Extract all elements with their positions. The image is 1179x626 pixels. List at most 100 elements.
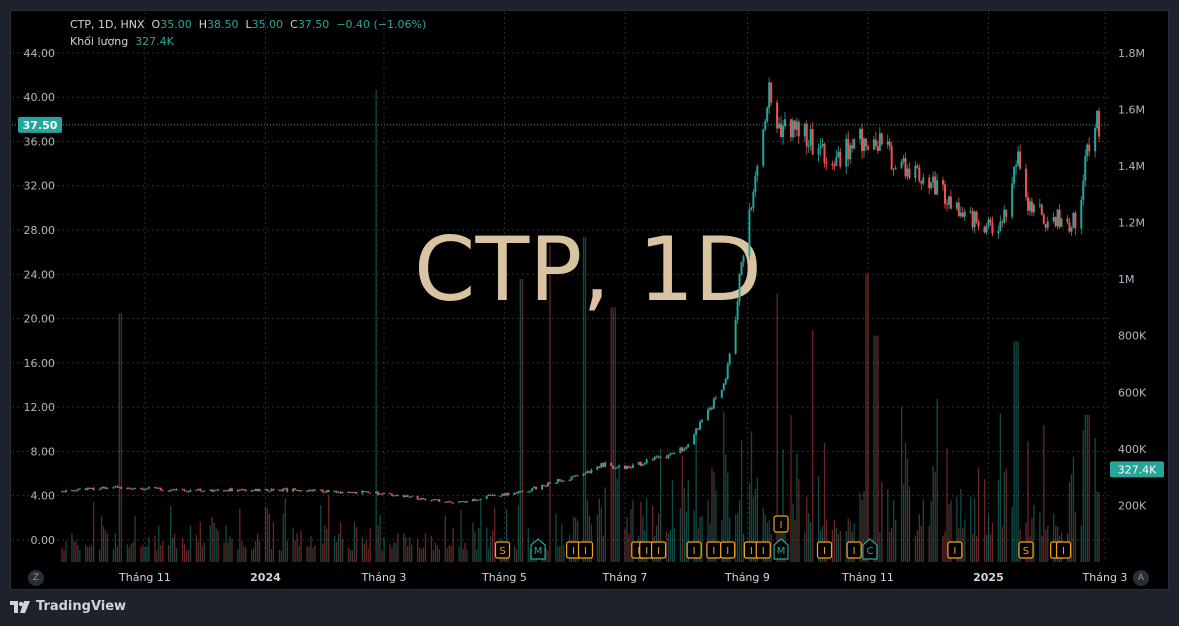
- volume-bar: [1001, 526, 1003, 562]
- candle-body: [382, 493, 385, 495]
- candle-body: [145, 488, 148, 490]
- candle-body: [864, 138, 867, 147]
- candle-body: [627, 466, 630, 468]
- high-label: H: [198, 18, 207, 31]
- time-axis: Tháng 11 2024 Tháng 3 Tháng 5 Tháng 7 Tháng 9…: [118, 571, 1127, 584]
- volume-bar: [296, 533, 298, 562]
- candle-body: [369, 492, 372, 494]
- volume-bar: [114, 533, 117, 562]
- volume-bar: [916, 530, 919, 562]
- candle-body: [853, 139, 856, 149]
- volume-bar: [298, 545, 300, 562]
- candle-body: [776, 102, 779, 129]
- volume-bar: [118, 313, 120, 562]
- candle-body: [134, 488, 137, 490]
- candle-body: [272, 489, 275, 491]
- volume-bar: [618, 466, 620, 562]
- volume-bar: [460, 509, 462, 562]
- candle-body: [118, 486, 121, 488]
- volume-bar: [1039, 511, 1041, 562]
- volume-bar: [754, 489, 757, 562]
- event-marker[interactable]: M: [773, 538, 789, 560]
- event-marker[interactable]: S: [494, 541, 511, 559]
- candle-body: [392, 495, 395, 497]
- chart-frame[interactable]: [10, 10, 1169, 590]
- event-marker[interactable]: I: [720, 541, 736, 559]
- volume-bar: [474, 531, 476, 562]
- event-marker[interactable]: I: [773, 515, 789, 533]
- candle-body: [562, 480, 565, 482]
- volume-bar: [369, 528, 371, 562]
- event-marker-label: I: [584, 546, 587, 557]
- candle-body: [1058, 209, 1061, 227]
- candle-body: [963, 211, 966, 217]
- volume-bar: [833, 520, 836, 562]
- volume-bar: [223, 542, 225, 562]
- zoom-button[interactable]: Z: [28, 570, 44, 586]
- candle-body: [616, 467, 619, 469]
- brand-footer[interactable]: TradingView: [10, 599, 126, 614]
- candle-body: [112, 487, 115, 489]
- symbol-label[interactable]: CTP, 1D, HNX: [70, 18, 145, 31]
- candles: [61, 77, 1101, 504]
- volume-bar: [790, 415, 792, 562]
- candle-body: [418, 499, 421, 501]
- event-marker[interactable]: C: [862, 538, 878, 560]
- volume-bar: [173, 533, 176, 562]
- event-marker[interactable]: I: [706, 541, 722, 559]
- event-marker[interactable]: I: [755, 541, 771, 559]
- volume-bar: [407, 545, 409, 562]
- event-marker-label: I: [780, 520, 783, 531]
- volume-label[interactable]: Khối lượng: [70, 35, 129, 48]
- volume-bar: [1080, 524, 1082, 562]
- volume-bar: [877, 335, 879, 562]
- event-marker[interactable]: S: [1018, 541, 1034, 559]
- candle-body: [309, 490, 312, 492]
- event-marker[interactable]: I: [1055, 541, 1072, 559]
- event-marker[interactable]: I: [639, 541, 655, 559]
- event-marker-label: S: [499, 546, 505, 557]
- tradingview-logo-icon: [10, 600, 30, 613]
- candle-body: [568, 479, 571, 481]
- candle-body: [928, 177, 931, 189]
- volume-bar: [132, 542, 134, 562]
- volume-bar: [154, 535, 156, 562]
- volume-bar: [201, 545, 203, 562]
- price-tick-label: 28.00: [24, 224, 56, 237]
- volume-bar: [970, 496, 972, 562]
- volume-bar: [657, 513, 660, 562]
- event-marker[interactable]: I: [577, 541, 594, 559]
- event-marker[interactable]: I: [686, 541, 702, 559]
- candle-body: [710, 407, 713, 409]
- volume-bar: [185, 550, 188, 562]
- candle-body: [618, 465, 621, 468]
- volume-value: 327.4K: [135, 35, 174, 48]
- candle-body: [722, 383, 725, 391]
- candle-body: [863, 138, 866, 152]
- candle-body: [268, 491, 271, 493]
- price-badge: [18, 116, 62, 133]
- event-marker[interactable]: I: [846, 541, 862, 559]
- volume-bar: [687, 479, 689, 562]
- candle-body: [353, 491, 356, 493]
- candle-body: [1030, 201, 1033, 213]
- candle-body: [390, 493, 393, 496]
- auto-scale-button[interactable]: A: [1133, 570, 1149, 586]
- volume-bar: [126, 544, 128, 562]
- event-marker[interactable]: I: [650, 541, 667, 559]
- event-marker[interactable]: M: [530, 538, 546, 560]
- candle-body: [669, 453, 672, 455]
- volume-bar: [294, 540, 296, 562]
- volume-bar: [409, 537, 411, 562]
- volume-bar: [922, 499, 924, 562]
- candle-body: [394, 495, 397, 497]
- candle-body: [128, 487, 131, 489]
- event-marker[interactable]: I: [947, 541, 963, 559]
- volume-bar: [405, 537, 407, 562]
- price-tick-label: 20.00: [24, 313, 56, 326]
- event-marker[interactable]: I: [816, 541, 833, 559]
- candle-body: [527, 491, 530, 493]
- volume-bar: [837, 534, 840, 562]
- candle-body: [918, 167, 921, 181]
